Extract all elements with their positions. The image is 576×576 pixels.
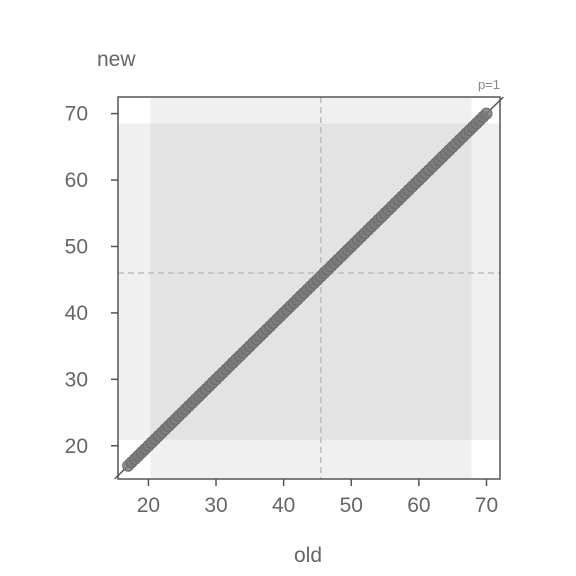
x-tick-label: 60 bbox=[407, 494, 430, 517]
y-tick-label: 60 bbox=[65, 169, 88, 192]
y-tick-label: 20 bbox=[65, 435, 88, 458]
p-value-annotation: p=1 bbox=[478, 77, 500, 92]
y-axis-ticks: 20 30 40 50 60 70 bbox=[65, 103, 118, 458]
x-tick-label: 20 bbox=[137, 494, 160, 517]
x-tick-label: 40 bbox=[272, 494, 295, 517]
reference-lines bbox=[118, 97, 500, 479]
data-point bbox=[480, 107, 493, 120]
x-tick-label: 70 bbox=[475, 494, 498, 517]
x-axis-ticks: 20 30 40 50 60 70 bbox=[137, 479, 498, 517]
y-tick-label: 40 bbox=[65, 302, 88, 325]
y-tick-label: 70 bbox=[65, 103, 88, 126]
axes bbox=[117, 96, 501, 480]
y-tick-label: 50 bbox=[65, 235, 88, 258]
data-points bbox=[122, 107, 493, 472]
y-tick-label: 30 bbox=[65, 368, 88, 391]
x-tick-label: 50 bbox=[340, 494, 363, 517]
plot-frame bbox=[117, 96, 501, 480]
x-axis-label: old bbox=[294, 544, 322, 567]
x-tick-label: 30 bbox=[204, 494, 227, 517]
y-axis-label: new bbox=[97, 48, 136, 71]
